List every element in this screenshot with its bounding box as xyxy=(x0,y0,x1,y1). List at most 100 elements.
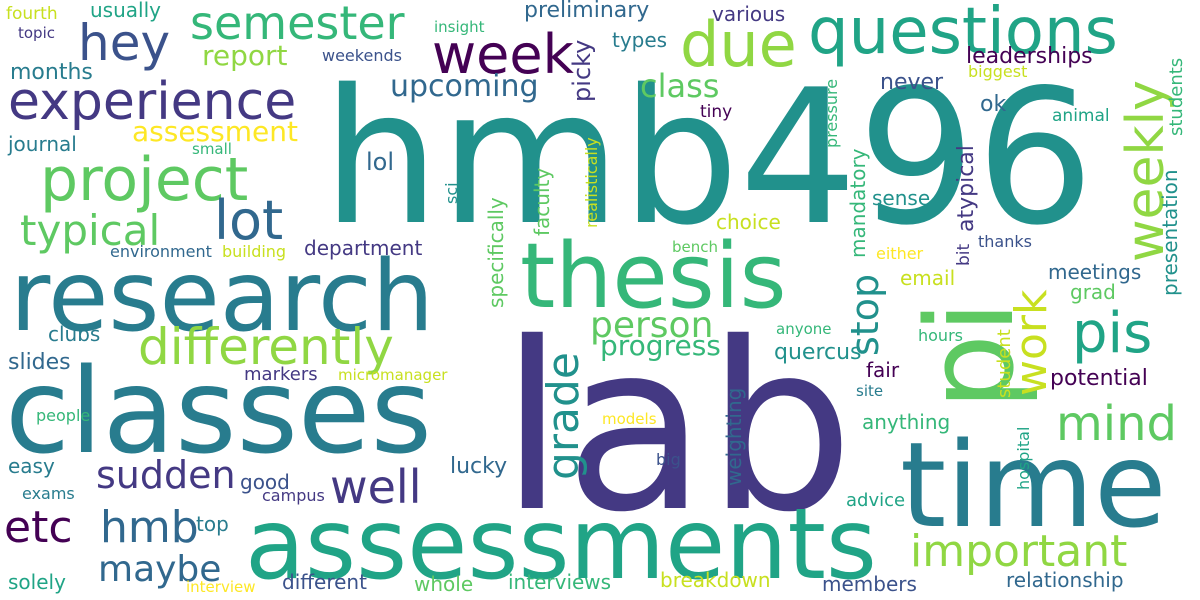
word-choice: choice xyxy=(716,210,781,234)
word-lol: lol xyxy=(366,148,395,176)
word-grad: grad xyxy=(1070,280,1116,304)
word-ok: ok xyxy=(980,92,1007,117)
word-weighting: weighting xyxy=(722,387,746,486)
word-important: important xyxy=(910,526,1128,577)
word-due: due xyxy=(680,8,797,81)
word-tiny: tiny xyxy=(700,102,733,122)
word-class: class xyxy=(640,67,720,105)
word-journal: journal xyxy=(8,132,77,156)
word-students: students xyxy=(1166,57,1187,136)
word-top: top xyxy=(196,512,229,536)
word-grade: grade xyxy=(538,352,589,480)
word-relationship: relationship xyxy=(1006,568,1124,592)
word-whole: whole xyxy=(414,572,474,596)
word-assessments: assessments xyxy=(245,488,877,600)
word-report: report xyxy=(202,39,288,72)
word-research: research xyxy=(10,240,434,354)
word-big: big xyxy=(656,450,681,469)
word-fair: fair xyxy=(866,358,900,382)
word-slides: slides xyxy=(8,350,71,375)
word-various: various xyxy=(712,2,786,26)
word-hmb: hmb xyxy=(100,502,199,553)
word-people: people xyxy=(36,406,91,425)
word-insight: insight xyxy=(434,18,485,36)
word-realistically: realistically xyxy=(582,137,601,228)
word-models: models xyxy=(602,410,657,428)
word-bench: bench xyxy=(672,238,719,256)
word-lucky: lucky xyxy=(450,454,508,479)
word-markers: markers xyxy=(244,364,318,385)
word-thesis: thesis xyxy=(520,224,787,329)
word-small: small xyxy=(192,140,232,158)
word-assessment: assessment xyxy=(132,115,298,148)
word-lab: lab xyxy=(500,293,854,563)
word-sudden: sudden xyxy=(96,453,236,497)
word-site: site xyxy=(856,382,884,400)
word-topic: topic xyxy=(18,24,55,42)
word-faculty: faculty xyxy=(530,167,554,236)
word-members: members xyxy=(822,572,917,596)
word-presentation: presentation xyxy=(1158,169,1182,296)
word-person: person xyxy=(590,305,714,346)
word-meetings: meetings xyxy=(1048,260,1142,284)
word-maybe: maybe xyxy=(98,549,222,590)
word-bit: bit xyxy=(954,243,974,266)
word-usually: usually xyxy=(90,0,161,22)
word-hey: hey xyxy=(78,14,171,72)
word-specifically: specifically xyxy=(484,197,508,308)
word-anyone: anyone xyxy=(776,320,832,338)
word-never: never xyxy=(880,70,944,95)
word-exams: exams xyxy=(22,484,75,503)
word-hours: hours xyxy=(918,326,963,345)
word-anything: anything xyxy=(862,410,951,434)
word-animal: animal xyxy=(1052,106,1110,126)
word-weekends: weekends xyxy=(322,46,402,65)
word-either: either xyxy=(876,244,924,263)
word-months: months xyxy=(10,60,93,85)
word-mind: mind xyxy=(1056,396,1177,452)
word-progress: progress xyxy=(600,329,721,362)
word-potential: potential xyxy=(1050,366,1148,391)
word-pressure: pressure xyxy=(822,78,841,148)
word-atypical: atypical xyxy=(954,145,979,232)
word-easy: easy xyxy=(8,454,55,478)
word-email: email xyxy=(900,266,956,290)
word-preliminary: preliminary xyxy=(524,0,650,23)
word-thanks: thanks xyxy=(978,232,1032,251)
word-project: project xyxy=(40,145,249,215)
word-week: week xyxy=(432,23,574,86)
word-picky: picky xyxy=(568,39,596,102)
word-upcoming: upcoming xyxy=(390,69,539,104)
word-biggest: biggest xyxy=(968,62,1028,81)
word-interviews: interviews xyxy=(508,570,612,594)
word-time: time xyxy=(900,416,1167,554)
word-leaderships: leaderships xyxy=(966,44,1093,69)
word-environment: environment xyxy=(110,242,212,261)
word-interview: interview xyxy=(186,578,256,596)
word-clubs: clubs xyxy=(48,322,101,346)
word-differently: differently xyxy=(138,318,394,376)
word-mandatory: mandatory xyxy=(846,148,870,258)
word-hmb496: hmb496 xyxy=(322,49,1095,266)
word-different: different xyxy=(282,570,367,594)
word-classes: classes xyxy=(5,342,433,480)
word-questions: questions xyxy=(808,0,1118,69)
word-work: work xyxy=(1006,289,1057,396)
word-sense: sense xyxy=(872,186,931,210)
word-building: building xyxy=(222,242,287,261)
word-sci: sci xyxy=(442,182,461,204)
word-micromanager: micromanager xyxy=(338,366,448,384)
word-quercus: quercus xyxy=(774,340,862,365)
word-typical: typical xyxy=(20,206,161,255)
word-experience: experience xyxy=(8,72,297,132)
word-lot: lot xyxy=(214,189,284,252)
word-campus: campus xyxy=(262,486,325,505)
word-good: good xyxy=(240,470,290,494)
word-department: department xyxy=(304,236,423,260)
word-solely: solely xyxy=(8,570,66,594)
word-breakdown: breakdown xyxy=(660,568,771,592)
word-semester: semester xyxy=(190,0,405,50)
word-hospital: hospital xyxy=(1014,426,1033,490)
word-etc: etc xyxy=(4,502,73,553)
